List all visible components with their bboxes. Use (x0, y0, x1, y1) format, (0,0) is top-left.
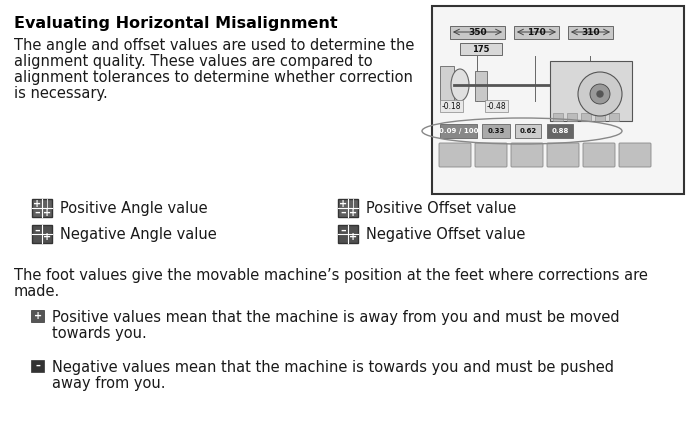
FancyBboxPatch shape (439, 143, 471, 167)
Bar (440, 66, 454, 104)
Bar (514, 26, 559, 39)
Circle shape (578, 72, 622, 116)
FancyBboxPatch shape (475, 143, 507, 167)
Bar (460, 43, 502, 55)
Text: 175: 175 (472, 45, 490, 54)
Text: alignment tolerances to determine whether correction: alignment tolerances to determine whethe… (14, 70, 413, 85)
Text: –: – (340, 207, 346, 218)
Text: 0.62: 0.62 (520, 128, 537, 134)
Text: +: + (34, 311, 42, 321)
Text: away from you.: away from you. (52, 376, 166, 391)
Text: +: + (349, 232, 357, 242)
Bar (515, 124, 541, 138)
Circle shape (597, 91, 603, 97)
Bar (32, 310, 44, 322)
Text: Positive Offset value: Positive Offset value (366, 201, 516, 215)
Text: –: – (340, 226, 346, 236)
Bar (450, 26, 505, 39)
Bar (547, 124, 573, 138)
Text: +: + (349, 207, 357, 218)
Text: +: + (339, 198, 347, 209)
Text: Negative Angle value: Negative Angle value (60, 227, 217, 241)
Text: Negative values mean that the machine is towards you and must be pushed: Negative values mean that the machine is… (52, 360, 614, 375)
Text: -0.18: -0.18 (442, 102, 462, 111)
Ellipse shape (451, 69, 469, 101)
Text: 0.88: 0.88 (551, 128, 569, 134)
FancyBboxPatch shape (619, 143, 651, 167)
Text: +: + (43, 232, 51, 242)
Text: -0.48: -0.48 (487, 102, 507, 111)
Bar (581, 113, 591, 121)
Text: Negative Offset value: Negative Offset value (366, 227, 525, 241)
FancyBboxPatch shape (547, 143, 579, 167)
Bar (595, 113, 605, 121)
FancyBboxPatch shape (583, 143, 615, 167)
Bar (475, 71, 487, 101)
Text: The foot values give the movable machine’s position at the feet where correction: The foot values give the movable machine… (14, 268, 648, 283)
Bar (432, 6, 684, 194)
Bar (32, 199, 52, 217)
Bar (482, 124, 510, 138)
Text: |: | (46, 198, 48, 209)
Text: Positive values mean that the machine is away from you and must be moved: Positive values mean that the machine is… (52, 310, 620, 325)
Text: is necessary.: is necessary. (14, 86, 108, 101)
Text: +: + (43, 207, 51, 218)
Bar (32, 360, 44, 372)
Text: 0.09 / 100: 0.09 / 100 (439, 128, 478, 134)
Text: The angle and offset values are used to determine the: The angle and offset values are used to … (14, 38, 415, 53)
Bar (567, 113, 577, 121)
Bar (338, 225, 358, 243)
Text: made.: made. (14, 284, 60, 299)
Bar (609, 113, 619, 121)
FancyBboxPatch shape (511, 143, 543, 167)
Text: –: – (34, 226, 40, 236)
Text: |: | (352, 198, 354, 209)
Text: Evaluating Horizontal Misalignment: Evaluating Horizontal Misalignment (14, 16, 338, 31)
Text: 350: 350 (468, 28, 487, 37)
Bar (440, 124, 477, 138)
Text: –: – (35, 361, 41, 371)
Text: 170: 170 (527, 28, 546, 37)
Bar (338, 199, 358, 217)
Text: towards you.: towards you. (52, 326, 146, 341)
Text: alignment quality. These values are compared to: alignment quality. These values are comp… (14, 54, 372, 69)
Bar (550, 61, 632, 121)
Text: 0.33: 0.33 (487, 128, 504, 134)
Circle shape (590, 84, 610, 104)
Text: Positive Angle value: Positive Angle value (60, 201, 207, 215)
Text: –: – (34, 207, 40, 218)
Bar (32, 225, 52, 243)
Bar (553, 113, 563, 121)
Bar (568, 26, 613, 39)
Text: 310: 310 (581, 28, 600, 37)
Text: +: + (33, 198, 41, 209)
